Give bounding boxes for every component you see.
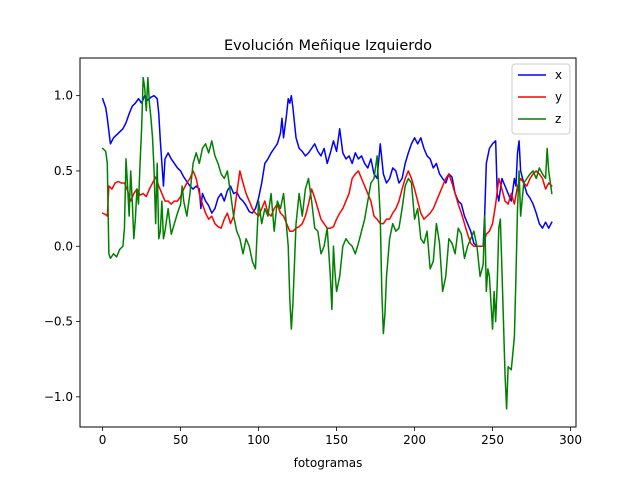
x-tick-label: 150: [325, 433, 348, 447]
y-axis: −1.0 −0.5 0.0 0.5 1.0: [44, 89, 80, 404]
plot-lines: [101, 76, 553, 410]
axes-frame: [79, 57, 577, 428]
y-tick-label: 0.0: [54, 239, 73, 253]
y-tick-label: −1.0: [44, 390, 73, 404]
legend-label-y: y: [555, 90, 562, 104]
chart-title: Evolución Meñique Izquierdo: [224, 38, 432, 54]
y-tick-label: −0.5: [44, 315, 73, 329]
legend-box: [511, 63, 571, 135]
x-axis-label: fotogramas: [294, 456, 363, 470]
x-tick-label: 0: [99, 433, 107, 447]
y-tick-label: 1.0: [54, 89, 73, 103]
x-tick-label: 50: [173, 433, 188, 447]
x-tick-label: 300: [559, 433, 582, 447]
series-line-z: [101, 76, 553, 410]
legend-label-x: x: [555, 68, 562, 82]
x-tick-label: 250: [481, 433, 504, 447]
x-tick-label: 200: [403, 433, 426, 447]
x-axis: 0 50 100 150 200 250 300: [99, 427, 582, 447]
legend: xyz: [511, 63, 571, 135]
x-tick-label: 100: [247, 433, 270, 447]
y-tick-label: 0.5: [54, 164, 73, 178]
legend-label-z: z: [555, 112, 561, 126]
